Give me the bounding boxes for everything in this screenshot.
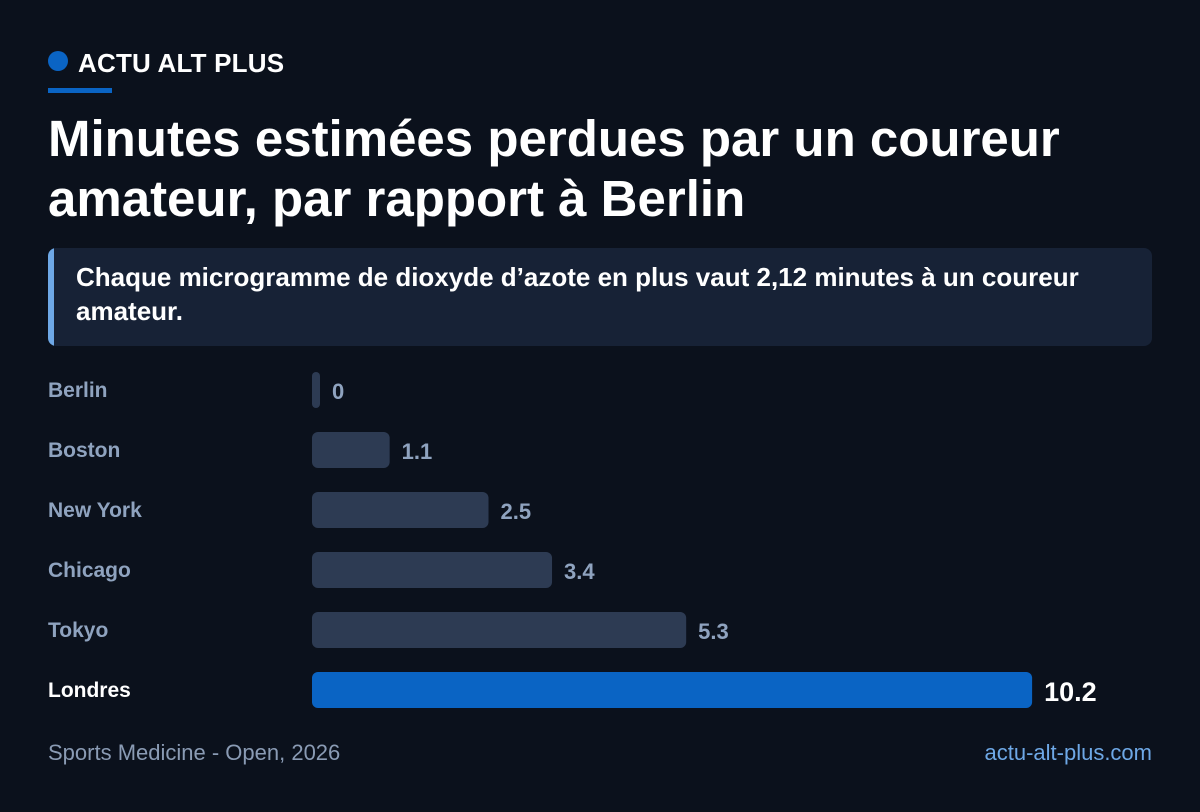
category-label: Tokyo xyxy=(48,619,108,642)
value-label: 5.3 xyxy=(698,619,729,644)
value-label: 2.5 xyxy=(501,499,532,524)
bar xyxy=(312,372,320,408)
category-label: New York xyxy=(48,499,142,522)
brand: ACTU ALT PLUS xyxy=(48,48,284,79)
bar xyxy=(312,672,1033,708)
brand-dot-icon xyxy=(48,50,68,71)
chart-title: Minutes estimées perdues par un coureur … xyxy=(48,110,1060,227)
bar xyxy=(312,612,687,648)
category-label: Londres xyxy=(48,679,131,702)
value-label: 3.4 xyxy=(564,559,595,584)
footer-site-link[interactable]: actu-alt-plus.com xyxy=(984,740,1152,765)
brand-underline xyxy=(48,88,112,93)
category-label: Chicago xyxy=(48,559,131,582)
bar xyxy=(312,432,390,468)
callout-accent-bar xyxy=(48,248,54,346)
bar xyxy=(312,492,489,528)
footer-source: Sports Medicine - Open, 2026 xyxy=(48,740,341,765)
category-label: Berlin xyxy=(48,379,108,402)
bar xyxy=(312,552,553,588)
value-label: 10.2 xyxy=(1044,677,1097,707)
bar-chart: Berlin 0 Boston 1.1 New York 2.5 Chicago 3.4 Tok… xyxy=(48,372,1097,708)
category-label: Boston xyxy=(48,439,120,462)
value-label: 1.1 xyxy=(402,439,433,464)
callout-box: Chaque microgramme de dioxyde d’azote en… xyxy=(48,248,1152,346)
callout-text: Chaque microgramme de dioxyde d’azote en… xyxy=(76,262,1079,326)
brand-name: ACTU ALT PLUS xyxy=(78,48,285,78)
value-label: 0 xyxy=(332,379,344,404)
